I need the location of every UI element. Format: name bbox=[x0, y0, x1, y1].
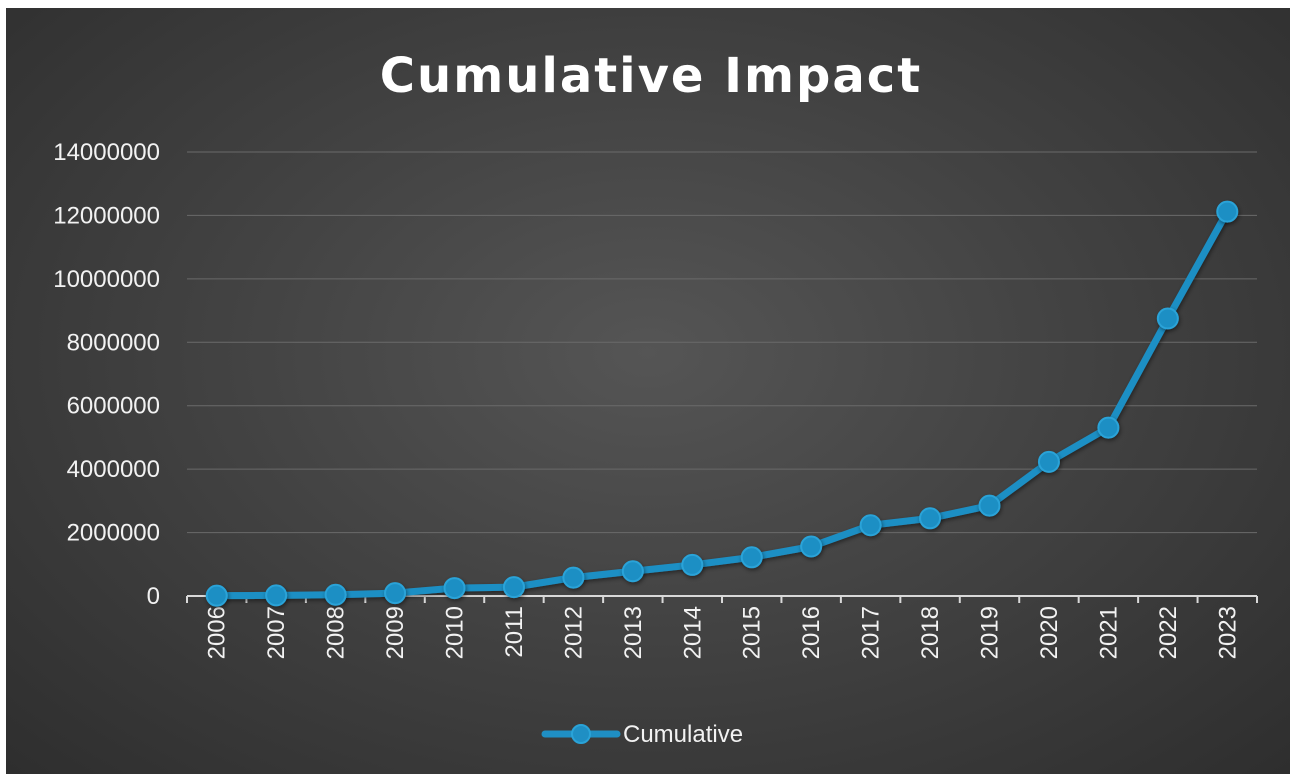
data-point bbox=[1037, 450, 1060, 473]
x-tick-label: 2011 bbox=[501, 606, 528, 658]
data-point bbox=[502, 576, 525, 599]
x-tick-label: 2018 bbox=[917, 606, 944, 659]
chart-background bbox=[6, 8, 1290, 774]
data-point bbox=[324, 583, 347, 606]
legend-label: Cumulative bbox=[623, 721, 743, 748]
data-point bbox=[681, 553, 704, 576]
legend-marker-swatch bbox=[571, 724, 591, 744]
x-tick-label: 2009 bbox=[382, 606, 409, 659]
chart-title: Cumulative Impact bbox=[380, 48, 922, 104]
y-tick-label: 12000000 bbox=[53, 202, 160, 229]
x-tick-label: 2020 bbox=[1036, 606, 1063, 659]
data-point bbox=[859, 514, 882, 537]
x-tick-label: 2019 bbox=[977, 606, 1004, 659]
x-tick-label: 2023 bbox=[1214, 606, 1241, 659]
y-tick-label: 8000000 bbox=[67, 329, 160, 356]
data-point bbox=[800, 535, 823, 558]
x-tick-label: 2012 bbox=[560, 606, 587, 659]
data-point bbox=[1156, 307, 1179, 330]
x-tick-label: 2007 bbox=[263, 606, 290, 659]
x-tick-label: 2016 bbox=[798, 606, 825, 659]
x-axis-tick-labels: 2006 2007 2008 2009 2010 2011 2012 2013 2014 2015… bbox=[204, 606, 1242, 659]
x-tick-label: 2015 bbox=[739, 606, 766, 659]
data-point bbox=[1097, 416, 1120, 439]
legend: Cumulative bbox=[541, 721, 743, 748]
data-point bbox=[740, 546, 763, 569]
data-point bbox=[621, 560, 644, 583]
data-point bbox=[919, 507, 942, 530]
y-tick-label: 10000000 bbox=[53, 266, 160, 293]
gridlines bbox=[187, 151, 1257, 534]
y-tick-label: 2000000 bbox=[67, 520, 160, 547]
series-line bbox=[213, 208, 1231, 600]
data-point bbox=[978, 494, 1001, 517]
y-axis-tick-labels: 0 2000000 4000000 6000000 8000000 10000000 120… bbox=[53, 139, 160, 610]
x-tick-label: 2017 bbox=[858, 606, 885, 659]
x-tick-label: 2014 bbox=[679, 606, 706, 659]
data-point bbox=[384, 582, 407, 605]
y-tick-label: 0 bbox=[147, 583, 160, 610]
y-tick-label: 4000000 bbox=[67, 456, 160, 483]
y-tick-label: 6000000 bbox=[67, 393, 160, 420]
x-tick-label: 2006 bbox=[204, 606, 231, 659]
y-tick-label: 14000000 bbox=[53, 139, 160, 166]
x-tick-label: 2022 bbox=[1155, 606, 1182, 659]
series-cumulative bbox=[205, 200, 1239, 607]
x-tick-label: 2008 bbox=[323, 606, 350, 659]
data-point bbox=[562, 566, 585, 589]
data-point bbox=[443, 577, 466, 600]
x-tick-label: 2021 bbox=[1095, 606, 1122, 659]
x-tick-label: 2013 bbox=[620, 606, 647, 659]
data-point bbox=[265, 584, 288, 607]
data-point bbox=[205, 584, 228, 607]
data-point bbox=[1216, 200, 1239, 223]
x-tick-label: 2010 bbox=[442, 606, 469, 659]
